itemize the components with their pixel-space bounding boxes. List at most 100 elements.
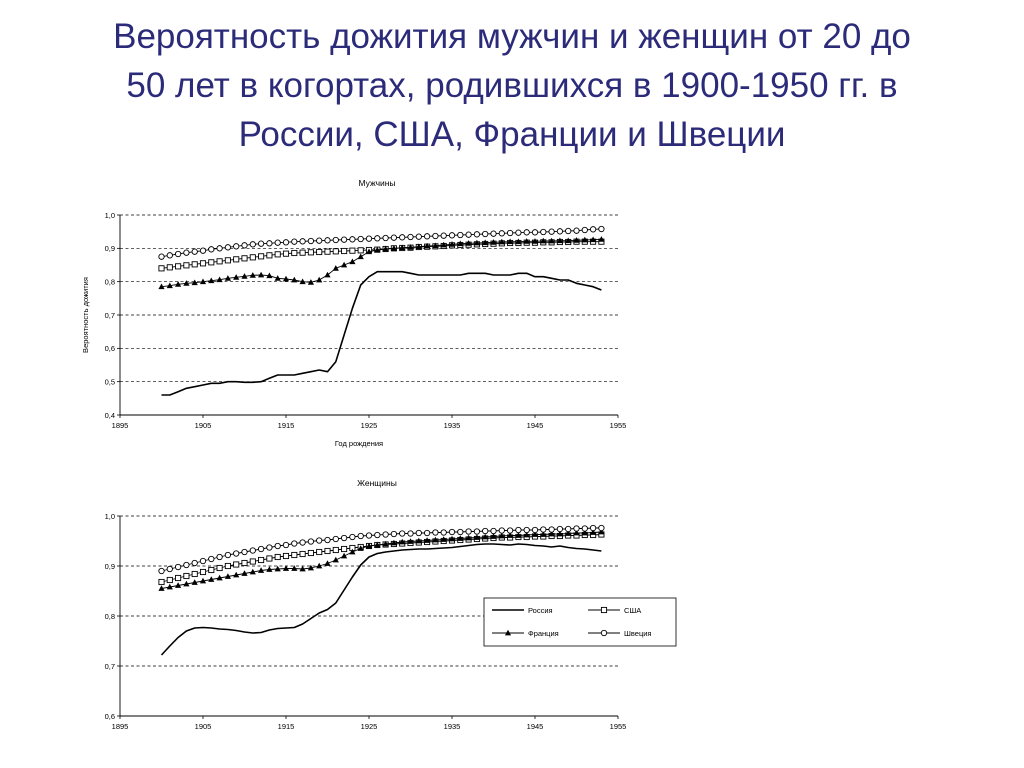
x-tick-label: 1945 [527,421,544,430]
y-tick-label: 0,8 [105,612,115,621]
data-point [274,275,281,281]
data-point [531,526,539,534]
x-tick-label: 1905 [195,722,212,731]
data-point [390,245,397,251]
data-point [166,252,173,259]
data-point [241,242,248,249]
data-point [440,536,447,542]
data-point [183,262,190,269]
data-point [490,230,497,237]
legend-marker [504,629,512,636]
data-point [241,273,248,279]
data-point [291,540,298,547]
data-point [573,525,580,532]
data-point [307,249,314,256]
data-point [233,243,240,250]
data-point [556,237,563,244]
data-point [490,239,497,245]
data-point [490,527,497,535]
data-point [241,255,248,262]
data-point [465,528,472,535]
data-point [249,241,256,248]
data-point [349,236,356,243]
data-point [191,579,198,585]
data-point [274,565,281,572]
data-point [191,559,198,567]
data-point [357,235,364,243]
data-point [224,562,231,570]
data-point [224,257,231,264]
data-point [540,237,547,244]
data-point [233,274,240,280]
data-point [258,556,265,564]
data-point [531,229,539,236]
data-point [199,260,207,267]
series-none [161,270,602,396]
y-tick-label: 0,4 [105,411,115,420]
series-square [158,238,605,272]
data-point [332,236,339,244]
series-line [161,531,602,589]
data-point [432,529,439,536]
data-point [556,525,564,533]
data-point [216,553,223,561]
legend-label: Швеция [624,629,652,638]
data-point [498,238,505,245]
data-point [299,278,306,285]
data-point [175,281,182,287]
data-point [424,537,431,543]
data-point [274,553,281,561]
data-point [282,541,290,549]
data-point [216,258,223,265]
data-point [299,565,306,572]
data-point [399,244,406,251]
data-point [199,278,207,285]
data-point [565,530,572,536]
data-point [340,534,348,542]
y-tick-label: 0,9 [105,562,115,571]
legend-label: США [624,606,641,615]
data-point [498,532,505,539]
data-point [382,531,389,538]
data-point [589,226,597,233]
data-point [415,537,422,544]
data-point [299,539,306,546]
y-tick-label: 0,7 [105,662,115,671]
data-point [199,577,207,584]
legend-box [483,597,677,647]
data-point [266,566,273,572]
x-tick-label: 1925 [361,722,378,731]
data-point [515,532,522,538]
legend-marker [600,629,608,637]
legend-label: Россия [528,606,553,615]
data-point [266,272,273,279]
data-point [191,261,198,268]
data-point [482,527,489,535]
series-none [160,543,602,656]
data-point [324,248,331,255]
data-point [224,244,232,251]
data-point [307,237,315,245]
data-point [423,233,431,240]
data-point [158,567,165,575]
slide-title: Вероятность дожития мужчин и женщин от 2… [40,12,984,159]
data-point [166,282,173,289]
y-tick-label: 1,0 [105,211,115,220]
data-point [175,263,182,270]
data-point [249,558,256,565]
data-point [183,280,190,286]
y-tick-label: 0,9 [105,244,115,253]
data-point [589,524,597,532]
data-point [415,243,422,250]
y-tick-label: 0,6 [105,344,115,353]
data-point [490,533,497,539]
chart-legend: Россия США Франция Швеция [483,597,677,647]
x-tick-label: 1925 [361,421,378,430]
data-point [208,576,215,582]
data-point [357,253,364,260]
data-point [208,246,215,253]
x-tick-label: 1935 [444,421,461,430]
data-point [191,279,198,286]
data-point [365,532,373,539]
legend-label: Франция [528,629,559,638]
